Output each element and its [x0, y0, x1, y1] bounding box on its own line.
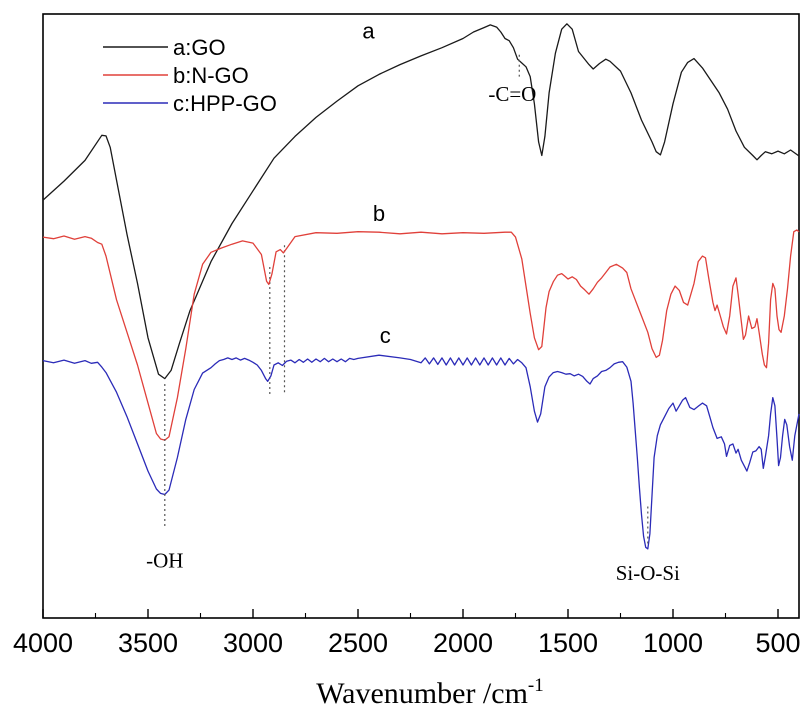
x-tick-label-2000: 2000 — [433, 628, 493, 658]
reference-lines — [269, 245, 286, 395]
series-line-b — [42, 229, 800, 441]
series-line-a — [42, 23, 800, 380]
legend-entry-a: a:GO — [173, 35, 226, 60]
series-lines — [42, 23, 800, 550]
annotation-label-0: -C=O — [488, 82, 536, 106]
curve-labels: a b c — [362, 18, 390, 348]
curve-label-c: c — [380, 323, 391, 348]
x-tick-label-500: 500 — [755, 628, 800, 658]
x-tick-label-3500: 3500 — [118, 628, 178, 658]
legend: a:GO b:N-GO c:HPP-GO — [103, 35, 277, 116]
legend-entry-c: c:HPP-GO — [173, 91, 277, 116]
x-tick-label-1000: 1000 — [643, 628, 703, 658]
annotation-label-2: Si-O-Si — [616, 561, 680, 585]
curve-label-a: a — [362, 18, 375, 43]
x-axis-label-superscript: -1 — [528, 675, 544, 696]
series-line-c — [42, 354, 800, 550]
annotation-label-1: -OH — [146, 548, 183, 572]
x-tick-label-1500: 1500 — [538, 628, 598, 658]
x-tick-label-3000: 3000 — [223, 628, 283, 658]
x-tick-label-4000: 4000 — [13, 628, 73, 658]
x-axis-label: Wavenumber /cm-1 — [316, 675, 544, 710]
plot-frame — [42, 13, 800, 619]
curve-label-b: b — [373, 201, 385, 226]
annotations: -C=O -OH Si-O-Si — [146, 54, 680, 585]
legend-entry-b: b:N-GO — [173, 63, 249, 88]
x-axis-label-main: Wavenumber /cm — [316, 677, 528, 710]
x-axis-tick-labels: 4000 3500 3000 2500 2000 1500 1000 500 — [13, 628, 801, 658]
x-axis-ticks — [42, 609, 779, 618]
x-tick-label-2500: 2500 — [328, 628, 388, 658]
